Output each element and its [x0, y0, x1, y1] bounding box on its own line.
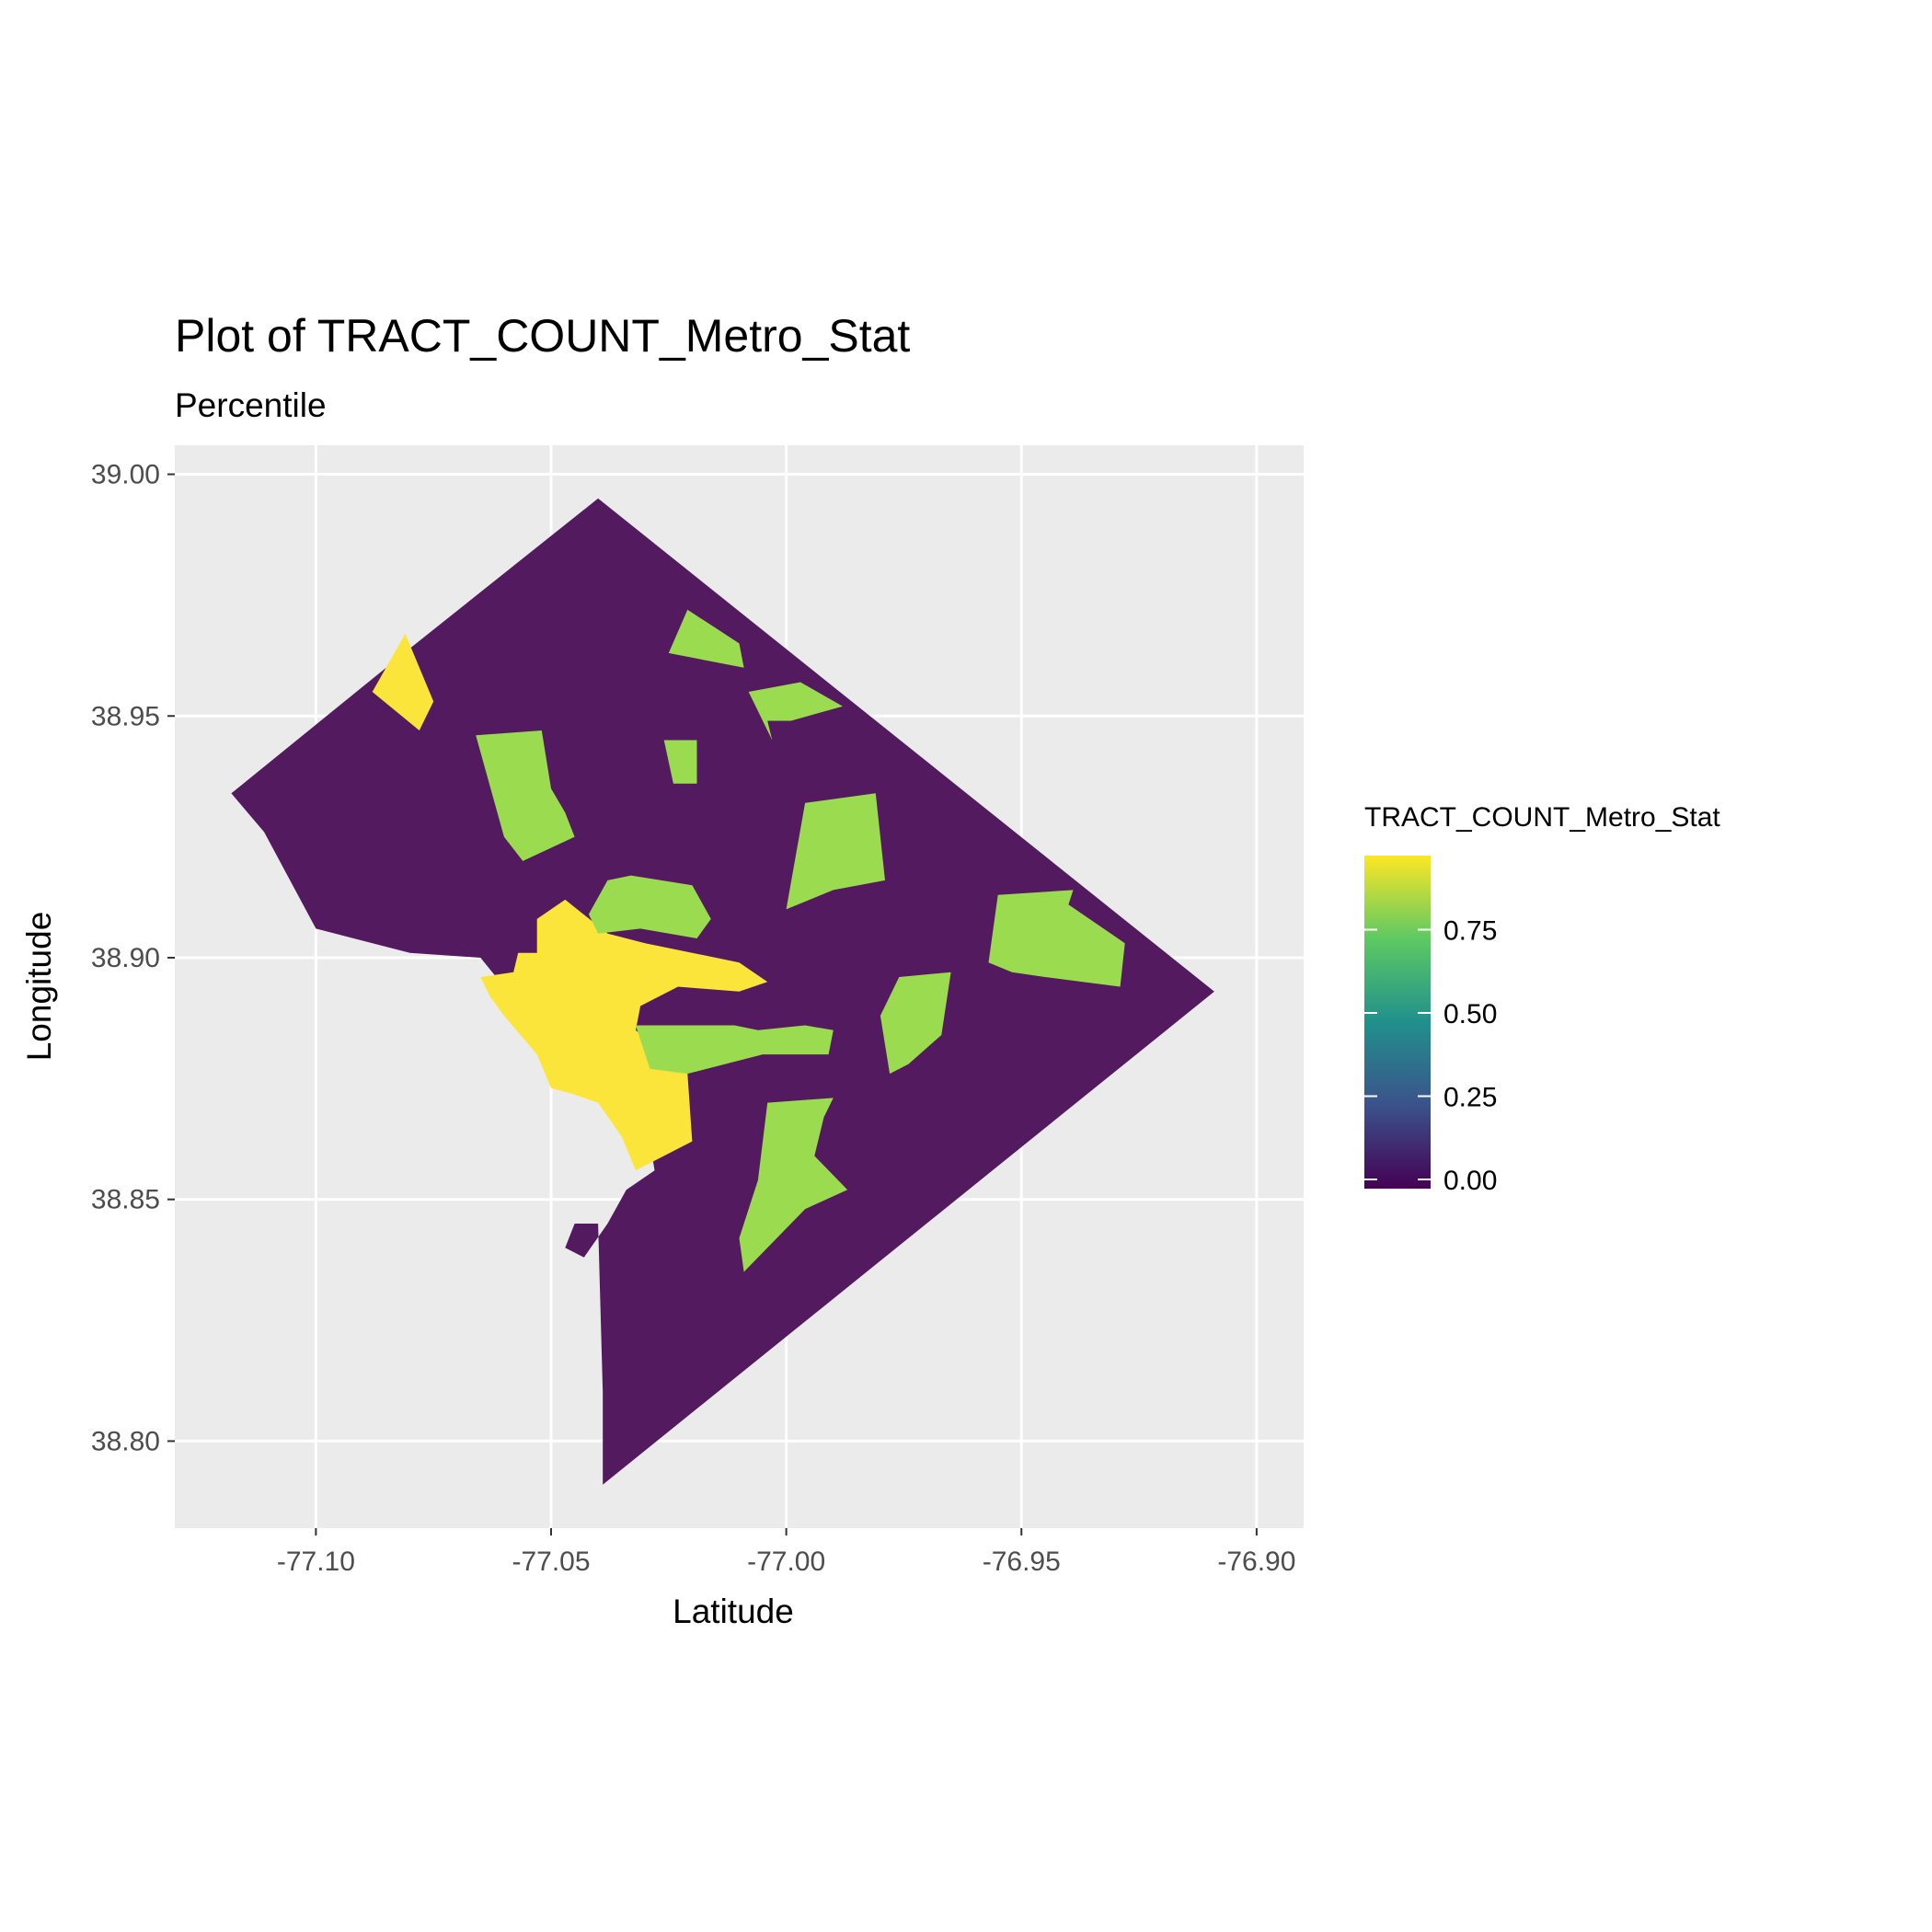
legend-colorbar	[1364, 856, 1431, 1189]
y-tick-label-0: 39.00	[91, 460, 160, 490]
tract-northwest-yellow	[372, 633, 434, 730]
legend: TRACT_COUNT_Metro_Stat 0.75 0.50 0.25 0.00	[1364, 802, 1720, 1196]
tract-northeast-strip-green	[748, 682, 843, 741]
plot-subtitle: Percentile	[175, 386, 327, 424]
y-axis-title: Longitude	[20, 912, 58, 1062]
map-regions	[231, 498, 1214, 1485]
x-tick-label-1: -77.05	[512, 1547, 590, 1577]
tract-southeast-mid-green	[880, 972, 951, 1075]
x-tick-label-3: -76.95	[983, 1547, 1061, 1577]
tract-central-yellow	[480, 899, 768, 1171]
tract-center-green	[588, 875, 711, 938]
x-axis-title: Latitude	[673, 1593, 794, 1630]
tract-west-green	[476, 730, 575, 861]
y-tick-label-4: 38.80	[91, 1426, 160, 1456]
axes: -77.10 -77.05 -77.00 -76.95 -76.90 39.00 38.95…	[91, 460, 1295, 1577]
legend-label-3: 0.00	[1443, 1166, 1497, 1196]
y-tick-label-1: 38.95	[91, 701, 160, 731]
x-tick-label-4: -76.90	[1217, 1547, 1295, 1577]
tract-northeast-green	[786, 793, 885, 910]
district-boundary	[231, 498, 1214, 1485]
legend-ticks: 0.75 0.50 0.25 0.00	[1364, 916, 1497, 1196]
legend-label-1: 0.50	[1443, 999, 1497, 1029]
x-tick-label-0: -77.10	[277, 1547, 355, 1577]
x-tick-label-2: -77.00	[747, 1547, 825, 1577]
tract-north-green	[668, 609, 744, 668]
tract-southcentral-green	[636, 1025, 834, 1075]
tract-east-green	[988, 890, 1125, 987]
plot-title: Plot of TRACT_COUNT_Metro_Stat	[175, 310, 910, 362]
legend-title: TRACT_COUNT_Metro_Stat	[1364, 802, 1720, 833]
y-tick-label-3: 38.85	[91, 1185, 160, 1215]
tract-midnorth-green	[663, 740, 697, 784]
y-tick-label-2: 38.90	[91, 943, 160, 973]
tract-southeast-green	[739, 1098, 848, 1272]
legend-label-0: 0.75	[1443, 916, 1497, 947]
legend-label-2: 0.25	[1443, 1083, 1497, 1113]
